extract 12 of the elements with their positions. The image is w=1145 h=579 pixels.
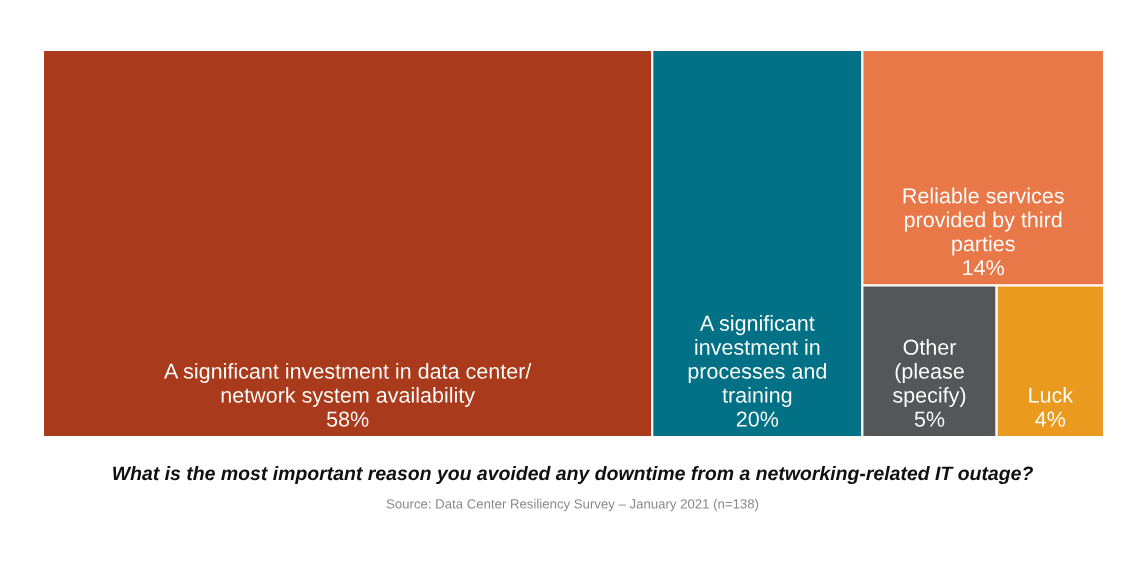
data-label: 20% xyxy=(736,411,779,427)
data-label: 58% xyxy=(326,411,369,427)
text: What is the most important reason you avoided any downtime from a networking-related IT outage? xyxy=(113,465,1033,485)
data-label: 5% xyxy=(914,411,945,427)
data-label: 14% xyxy=(963,260,1004,276)
category-label: Reliable services provided by third parties xyxy=(903,187,1064,256)
category-label: Luck xyxy=(1029,386,1074,403)
category-label: A significant investment in processes and training xyxy=(688,315,826,408)
source-note: Source: Data Center Resiliency Survey – January 2021 (n=138) xyxy=(386,498,759,512)
category-label: A significant investment in data center/ network system availability xyxy=(164,363,532,408)
category-label: Other (please specify) xyxy=(893,339,966,408)
data-label: 4% xyxy=(1035,411,1066,427)
